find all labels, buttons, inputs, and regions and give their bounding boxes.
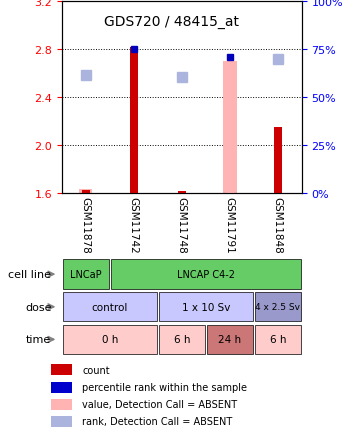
Bar xyxy=(51,365,72,375)
Text: GSM11748: GSM11748 xyxy=(177,196,187,253)
Text: GSM11791: GSM11791 xyxy=(225,196,235,253)
Bar xyxy=(223,62,237,193)
Text: GSM11878: GSM11878 xyxy=(81,196,91,253)
Bar xyxy=(274,128,282,193)
Bar xyxy=(51,416,72,427)
FancyBboxPatch shape xyxy=(255,325,301,354)
Text: 6 h: 6 h xyxy=(270,335,286,345)
FancyBboxPatch shape xyxy=(111,260,301,289)
Bar xyxy=(178,192,186,193)
Text: cell line: cell line xyxy=(9,270,51,279)
Text: time: time xyxy=(26,335,51,345)
Text: LNCAP C4-2: LNCAP C4-2 xyxy=(177,270,235,279)
Text: 0 h: 0 h xyxy=(102,335,118,345)
Text: GSM11848: GSM11848 xyxy=(273,196,283,253)
FancyBboxPatch shape xyxy=(63,293,157,322)
Bar xyxy=(51,399,72,410)
Text: GDS720 / 48415_at: GDS720 / 48415_at xyxy=(104,15,239,29)
FancyBboxPatch shape xyxy=(255,293,301,322)
Text: count: count xyxy=(82,365,110,375)
Text: control: control xyxy=(92,302,128,312)
Text: value, Detection Call = ABSENT: value, Detection Call = ABSENT xyxy=(82,399,237,409)
Bar xyxy=(226,191,234,193)
Bar xyxy=(130,47,138,193)
FancyBboxPatch shape xyxy=(159,293,253,322)
Text: 4 x 2.5 Sv: 4 x 2.5 Sv xyxy=(255,302,300,312)
Text: GSM11742: GSM11742 xyxy=(129,196,139,253)
FancyBboxPatch shape xyxy=(159,325,205,354)
Bar xyxy=(82,191,90,193)
Text: percentile rank within the sample: percentile rank within the sample xyxy=(82,382,247,392)
FancyBboxPatch shape xyxy=(63,260,109,289)
Text: 1 x 10 Sv: 1 x 10 Sv xyxy=(181,302,230,312)
Bar xyxy=(79,190,93,193)
Text: 6 h: 6 h xyxy=(174,335,190,345)
Text: rank, Detection Call = ABSENT: rank, Detection Call = ABSENT xyxy=(82,417,233,427)
Bar xyxy=(51,381,72,393)
Text: LNCaP: LNCaP xyxy=(70,270,102,279)
Text: 24 h: 24 h xyxy=(218,335,241,345)
Text: dose: dose xyxy=(25,302,51,312)
FancyBboxPatch shape xyxy=(63,325,157,354)
FancyBboxPatch shape xyxy=(207,325,253,354)
